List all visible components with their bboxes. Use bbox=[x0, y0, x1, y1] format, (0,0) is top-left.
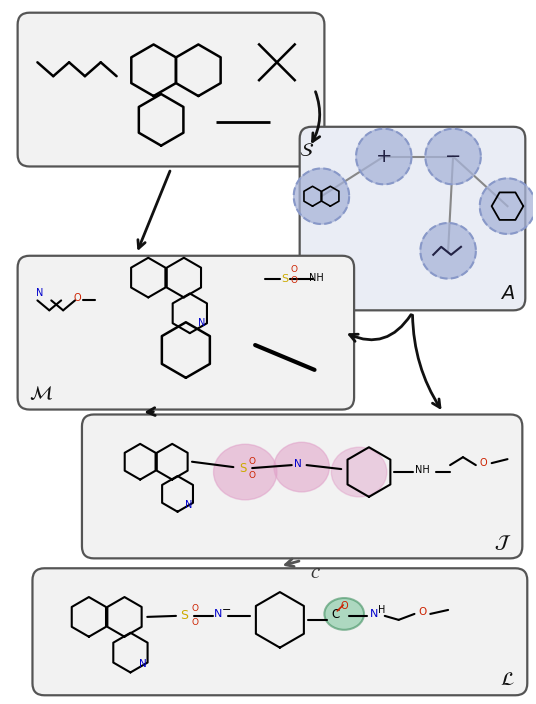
Text: N: N bbox=[185, 500, 193, 510]
Text: O: O bbox=[480, 458, 488, 468]
Text: O: O bbox=[418, 607, 427, 617]
Text: O: O bbox=[191, 618, 198, 627]
Polygon shape bbox=[356, 129, 412, 184]
FancyBboxPatch shape bbox=[18, 256, 354, 410]
Text: O: O bbox=[191, 605, 198, 613]
Text: N: N bbox=[198, 318, 205, 328]
Text: N: N bbox=[214, 609, 222, 619]
Text: O: O bbox=[290, 276, 297, 285]
Text: −: − bbox=[445, 147, 461, 166]
Text: $\it{A}$: $\it{A}$ bbox=[500, 285, 515, 303]
Text: H: H bbox=[378, 605, 385, 615]
Polygon shape bbox=[420, 223, 476, 279]
Ellipse shape bbox=[324, 598, 364, 630]
Text: −: − bbox=[222, 605, 231, 615]
Text: +: + bbox=[376, 147, 392, 166]
Text: NH: NH bbox=[415, 465, 430, 475]
Text: S: S bbox=[240, 462, 247, 474]
FancyBboxPatch shape bbox=[33, 568, 527, 696]
Text: $\mathcal{J}$: $\mathcal{J}$ bbox=[494, 533, 511, 552]
Ellipse shape bbox=[213, 444, 277, 500]
FancyBboxPatch shape bbox=[82, 415, 523, 558]
Text: O: O bbox=[249, 457, 256, 465]
Text: $\mathcal{M}$: $\mathcal{M}$ bbox=[29, 384, 54, 403]
Text: S: S bbox=[180, 610, 188, 622]
Text: $\mathcal{S}$: $\mathcal{S}$ bbox=[299, 141, 314, 160]
Text: NH: NH bbox=[309, 272, 324, 282]
Text: O: O bbox=[249, 470, 256, 479]
Text: $\mathcal{L}$: $\mathcal{L}$ bbox=[500, 670, 515, 689]
Text: O: O bbox=[73, 294, 81, 303]
Text: N: N bbox=[139, 658, 147, 669]
Text: O: O bbox=[340, 601, 348, 611]
Ellipse shape bbox=[331, 447, 387, 497]
Text: C: C bbox=[331, 608, 339, 622]
Polygon shape bbox=[426, 129, 481, 184]
Text: $\mathcal{C}$: $\mathcal{C}$ bbox=[310, 566, 321, 581]
Text: N: N bbox=[36, 289, 43, 298]
FancyBboxPatch shape bbox=[18, 13, 324, 166]
Text: S: S bbox=[281, 274, 288, 284]
FancyBboxPatch shape bbox=[300, 127, 525, 310]
Text: O: O bbox=[290, 265, 297, 274]
Text: N: N bbox=[294, 459, 302, 469]
Ellipse shape bbox=[274, 442, 329, 492]
Polygon shape bbox=[480, 178, 535, 234]
Text: N: N bbox=[370, 609, 378, 619]
Polygon shape bbox=[294, 168, 349, 224]
